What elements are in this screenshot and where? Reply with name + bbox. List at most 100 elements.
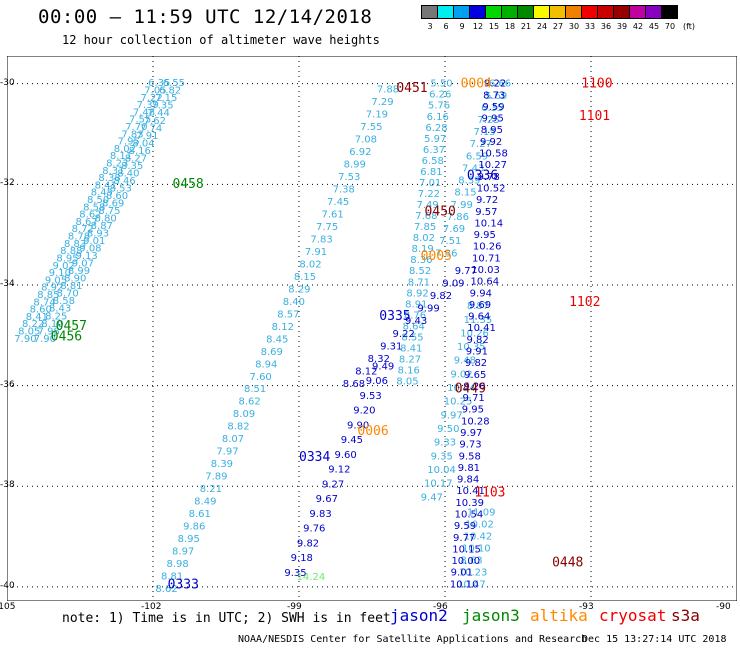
swh-value: 10.52 — [477, 183, 506, 194]
swh-value: 9.01 — [83, 236, 105, 247]
swh-value: 8.60 — [30, 305, 52, 316]
swh-track: 6.556.827.157.357.447.627.747.918.048.16… — [34, 78, 185, 345]
swh-value: 7.44 — [148, 108, 170, 119]
swh-value: 9.06 — [366, 376, 388, 387]
swh-value: 8.49 — [194, 497, 216, 508]
footer-date: Dec 15 13:27:14 UTC 2018 — [582, 634, 727, 645]
swh-value: 9.31 — [380, 341, 402, 352]
swh-value: 9.95 — [482, 114, 504, 125]
swh-value: 7.15 — [155, 93, 177, 104]
footer-note: note: 1) Time is in UTC; 2) SWH is in fe… — [62, 611, 391, 626]
swh-value: 9.01 — [451, 568, 473, 579]
swh-value: 9.84 — [457, 475, 479, 486]
swh-value: 8.61 — [189, 509, 211, 520]
swh-value: 8.83 — [64, 239, 86, 250]
swh-value: 7.90 — [14, 334, 36, 345]
color-scale-label: 24 — [536, 22, 548, 31]
swh-value: 9.78 — [478, 172, 500, 183]
swh-value: 10.41 — [467, 323, 496, 334]
swh-track: 9.779.09 9.82 9.999.43 9.229.31 8.32 8.128.68 — [343, 266, 477, 390]
swh-value: 7.39 — [137, 100, 159, 111]
color-swatch — [613, 5, 630, 19]
color-swatch — [421, 5, 438, 19]
swh-value: 7.95 — [118, 137, 140, 148]
swh-value: 8.51 — [244, 384, 266, 395]
color-scale-label: 18 — [504, 22, 516, 31]
swh-value: 9.53 — [359, 391, 381, 402]
color-swatch — [437, 5, 454, 19]
swh-value: 9.50 — [437, 424, 459, 435]
swh-value: 11.35 — [464, 315, 493, 326]
swh-value: 8.12 — [272, 322, 294, 333]
swh-value: 8.27 — [125, 153, 147, 164]
swh-value: 9.99 — [417, 304, 439, 315]
swh-value: 8.58 — [83, 202, 105, 213]
pass-time-label: 0450 — [425, 204, 456, 219]
swh-value: 8.10 — [41, 319, 63, 330]
swh-value: 6.37 — [423, 145, 445, 156]
swh-value: 9.49 — [372, 361, 394, 372]
footer-credit: NOAA/NESDIS Center for Satellite Applica… — [238, 634, 588, 645]
swh-value: 8.95 — [481, 125, 503, 136]
swh-value: 8.50 — [87, 195, 109, 206]
swh-value: 8.02 — [413, 233, 435, 244]
swh-value: 9.33 — [434, 438, 456, 449]
map-grid — [7, 56, 737, 601]
swh-value: 8.87 — [467, 301, 489, 312]
color-swatch — [469, 5, 486, 19]
swh-value: 10.58 — [479, 149, 508, 160]
swh-value: 8.81 — [161, 571, 183, 582]
color-scale-swatches — [421, 5, 678, 19]
swh-value: 11.09 — [467, 507, 496, 518]
legend-item-cryosat: cryosat — [599, 606, 667, 625]
swh-value: 6.92 — [349, 147, 371, 158]
swh-value: 9.13 — [75, 251, 97, 262]
pass-time-label: 0005 — [421, 249, 452, 264]
pass-time-label: 0004 — [461, 77, 492, 92]
swh-value: 9.69 — [469, 300, 491, 311]
swh-value: 9.12 — [328, 465, 350, 476]
swh-value: 10.04 — [427, 465, 456, 476]
color-swatch — [533, 5, 550, 19]
swh-value: 8.78 — [68, 232, 90, 243]
swh-value: 5.69 — [485, 91, 507, 102]
swh-value: 10.26 — [473, 242, 502, 253]
swh-value: 8.41 — [400, 343, 422, 354]
swh-value: 7.38 — [333, 185, 355, 196]
swh-value: 8.72 — [72, 224, 94, 235]
swh-value: 8.22 — [22, 319, 44, 330]
swh-value: 8.69 — [261, 347, 283, 358]
swh-value: 7.62 — [144, 116, 166, 127]
swh-value: 6.66 — [489, 79, 511, 90]
swh-value: 10.39 — [455, 498, 484, 509]
swh-value: 8.52 — [409, 266, 431, 277]
swh-track: 7.887.29 7.197.55 7.086.92 8.997.53 7.387.45… — [155, 85, 399, 595]
swh-value: 10.03 — [471, 265, 500, 276]
swh-value: 8.53 — [110, 183, 132, 194]
swh-value: 10.10 — [462, 543, 491, 554]
swh-value: 8.76 — [404, 310, 426, 321]
color-scale-label: 12 — [472, 22, 484, 31]
swh-track: 9.49 9.06 9.53 9.20 9.90 9.45 9.60 9.12 9.27 9.67… — [284, 361, 394, 578]
swh-value: 8.63 — [460, 555, 482, 566]
swh-value: 8.41 — [26, 312, 48, 323]
color-swatch — [629, 5, 646, 19]
swh-value: 9.73 — [459, 440, 481, 451]
swh-value: 9.10 — [49, 268, 71, 279]
swh-value: 8.31 — [102, 166, 124, 177]
pass-time-label: 1103 — [474, 485, 505, 500]
swh-value: 9.05 — [45, 275, 67, 286]
swh-value: 8.94 — [255, 359, 277, 370]
swh-value: 8.60 — [106, 191, 128, 202]
swh-value: 7.19 — [366, 110, 388, 121]
swh-value: 9.26 — [463, 381, 485, 392]
swh-value: 6.35 — [148, 78, 170, 89]
swh-value: 8.39 — [458, 176, 480, 187]
color-scale-label: 36 — [600, 22, 612, 31]
swh-value: 9.27 — [322, 479, 344, 490]
swh-value: 10.71 — [472, 253, 501, 264]
swh-value: 8.11 — [110, 151, 132, 162]
pass-time-label: 0448 — [552, 556, 583, 571]
swh-value: 7.45 — [327, 197, 349, 208]
swh-value: 6.35 — [481, 103, 503, 114]
